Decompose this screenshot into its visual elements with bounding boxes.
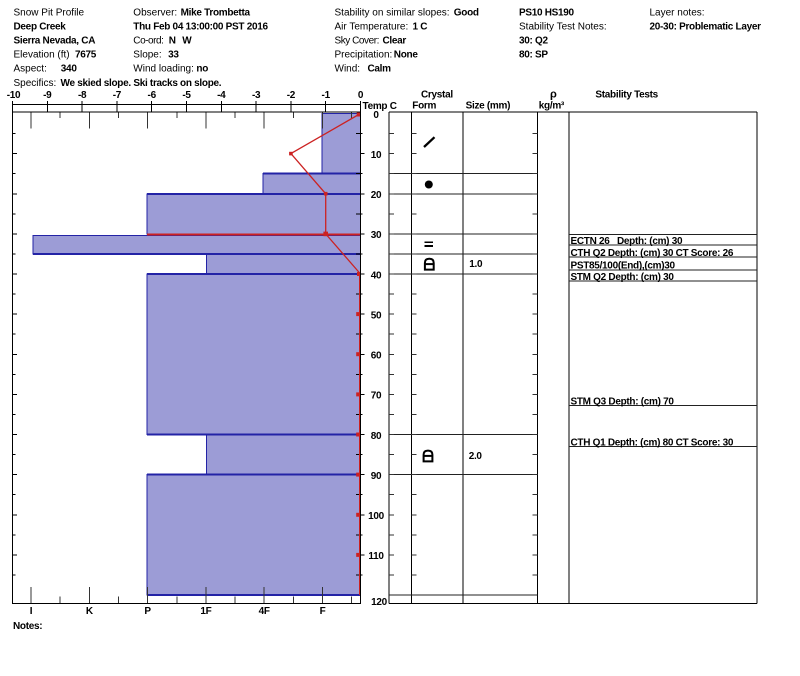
svg-text:33: 33 [168, 50, 179, 61]
svg-text:-2: -2 [287, 90, 296, 101]
svg-text:7675: 7675 [75, 50, 97, 61]
svg-text:Observer:: Observer: [133, 8, 177, 19]
svg-text:Mike Trombetta: Mike Trombetta [181, 8, 251, 19]
svg-text:I: I [30, 606, 33, 617]
svg-text:-5: -5 [182, 90, 191, 101]
svg-text:1 C: 1 C [413, 22, 428, 33]
svg-text:ρ: ρ [550, 89, 557, 101]
svg-text:-8: -8 [78, 90, 87, 101]
svg-text:30: 30 [371, 230, 382, 241]
svg-text:Stability Tests: Stability Tests [595, 90, 658, 101]
svg-text:Snow Pit Profile: Snow Pit Profile [14, 8, 85, 19]
svg-text:Wind loading:: Wind loading: [133, 64, 194, 75]
svg-text:CTH Q1 Depth: (cm) 80 CT Score: CTH Q1 Depth: (cm) 80 CT Score: 30 [571, 437, 734, 448]
svg-text:Elevation (ft): Elevation (ft) [14, 50, 70, 61]
svg-text:110: 110 [368, 551, 384, 562]
svg-text:ECTN 26 Depth: (cm) 30: ECTN 26 Depth: (cm) 30 [571, 236, 683, 247]
svg-text:Sky Cover:: Sky Cover: [335, 36, 379, 47]
svg-text:Precipitation:: Precipitation: [335, 50, 393, 61]
svg-text:PST85/100(End),(cm)30: PST85/100(End),(cm)30 [571, 261, 676, 272]
svg-text:40: 40 [371, 270, 382, 281]
svg-text:Good: Good [454, 8, 479, 19]
svg-text:Specifics:: Specifics: [14, 78, 57, 89]
svg-text:Clear: Clear [383, 36, 407, 47]
svg-text:Stability Test Notes:: Stability Test Notes: [519, 22, 607, 33]
svg-text:Deep Creek: Deep Creek [14, 22, 67, 33]
svg-text:20-30: Problematic Layer: 20-30: Problematic Layer [650, 22, 762, 33]
svg-text:Layer notes:: Layer notes: [650, 8, 705, 19]
svg-text:Calm: Calm [368, 64, 392, 75]
svg-text:120: 120 [371, 597, 388, 608]
svg-text:no: no [196, 64, 208, 75]
svg-text:-4: -4 [217, 90, 226, 101]
svg-text:-3: -3 [252, 90, 261, 101]
svg-text:P: P [144, 606, 151, 617]
svg-text:Wind:: Wind: [335, 64, 361, 75]
svg-text:1.0: 1.0 [469, 259, 483, 270]
svg-text:20: 20 [371, 190, 382, 201]
svg-text:kg/m³: kg/m³ [539, 101, 565, 112]
svg-text:-1: -1 [322, 90, 331, 101]
svg-text:2.0: 2.0 [469, 451, 483, 462]
svg-text:Notes:: Notes: [13, 621, 42, 632]
svg-text:4F: 4F [259, 606, 270, 617]
svg-text:90: 90 [371, 471, 382, 482]
svg-text:Thu Feb 04 13:00:00 PST 2016: Thu Feb 04 13:00:00 PST 2016 [133, 22, 268, 33]
svg-text:N: N [169, 36, 176, 47]
svg-text:Stability on similar slopes:: Stability on similar slopes: [335, 8, 450, 19]
svg-text:STM Q2 Depth: (cm) 30: STM Q2 Depth: (cm) 30 [571, 272, 675, 283]
svg-text:Aspect:: Aspect: [14, 64, 47, 75]
svg-text:Co-ord:: Co-ord: [133, 36, 163, 47]
svg-text:-10: -10 [7, 90, 21, 101]
svg-text:1F: 1F [200, 606, 211, 617]
svg-text:100: 100 [368, 511, 385, 522]
svg-text:Sierra Nevada, CA: Sierra Nevada, CA [14, 36, 96, 47]
svg-text:0: 0 [373, 110, 379, 121]
svg-text:Size (mm): Size (mm) [466, 101, 511, 112]
svg-text:Slope:: Slope: [133, 50, 161, 61]
svg-text:-9: -9 [43, 90, 52, 101]
svg-text:PS10 HS190: PS10 HS190 [519, 8, 575, 19]
svg-text:10: 10 [371, 150, 382, 161]
svg-text:80: SP: 80: SP [519, 50, 548, 61]
svg-text:60: 60 [371, 351, 382, 362]
svg-text:Crystal: Crystal [421, 90, 453, 101]
svg-text:-6: -6 [148, 90, 157, 101]
svg-text:We skied slope. Ski tracks on: We skied slope. Ski tracks on slope. [61, 78, 222, 89]
svg-text:70: 70 [371, 391, 382, 402]
svg-text:30: Q2: 30: Q2 [519, 36, 549, 47]
svg-text:-7: -7 [113, 90, 122, 101]
svg-text:STM Q3 Depth: (cm) 70: STM Q3 Depth: (cm) 70 [571, 396, 675, 407]
svg-text:80: 80 [371, 431, 382, 442]
svg-text:Air Temperature:: Air Temperature: [335, 22, 409, 33]
svg-text:340: 340 [61, 64, 78, 75]
svg-text:CTH Q2 Depth: (cm) 30 CT Score: CTH Q2 Depth: (cm) 30 CT Score: 26 [571, 248, 734, 259]
svg-text:Temp C: Temp C [363, 101, 397, 112]
svg-text:Form: Form [412, 101, 436, 112]
svg-text:50: 50 [371, 310, 382, 321]
svg-text:F: F [320, 606, 326, 617]
svg-text:0: 0 [358, 90, 364, 101]
svg-text:K: K [86, 606, 94, 617]
svg-text:None: None [394, 50, 419, 61]
svg-text:W: W [182, 36, 192, 47]
